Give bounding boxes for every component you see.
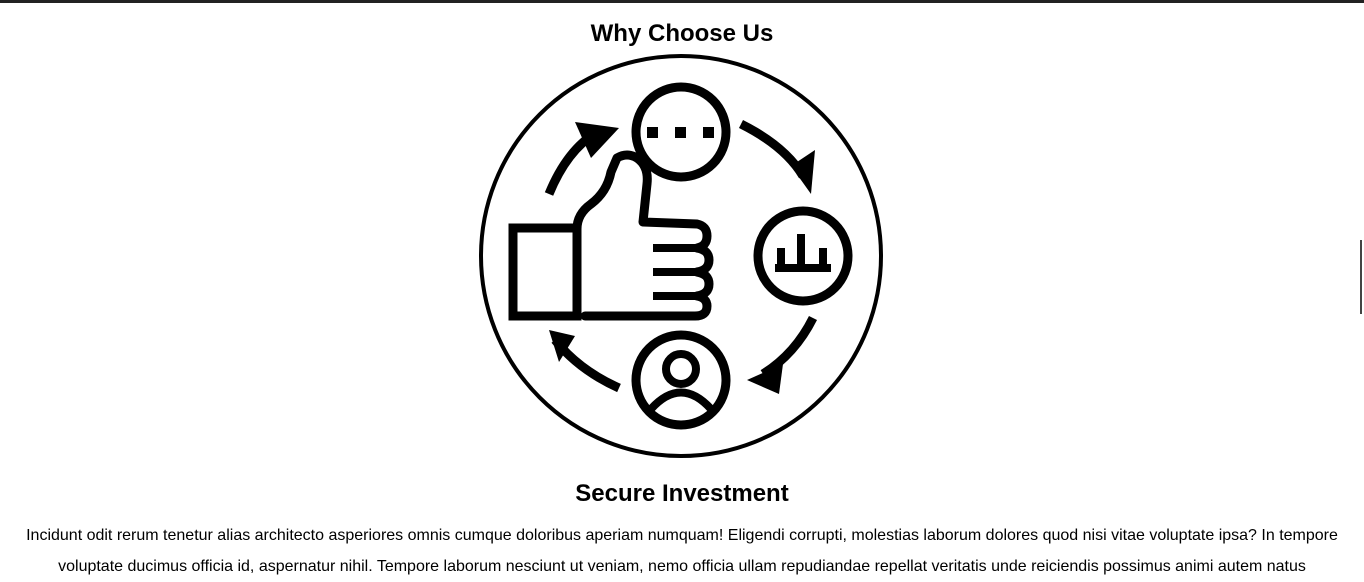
section-title: Why Choose Us — [590, 20, 774, 47]
thumbs-up-cycle-icon — [479, 54, 883, 458]
top-border — [0, 0, 1364, 3]
feature-description: Incidunt odit rerum tenetur alias archit… — [26, 527, 1338, 575]
feature-title: Secure Investment — [575, 480, 789, 507]
scrollbar-thumb[interactable] — [1360, 240, 1362, 314]
